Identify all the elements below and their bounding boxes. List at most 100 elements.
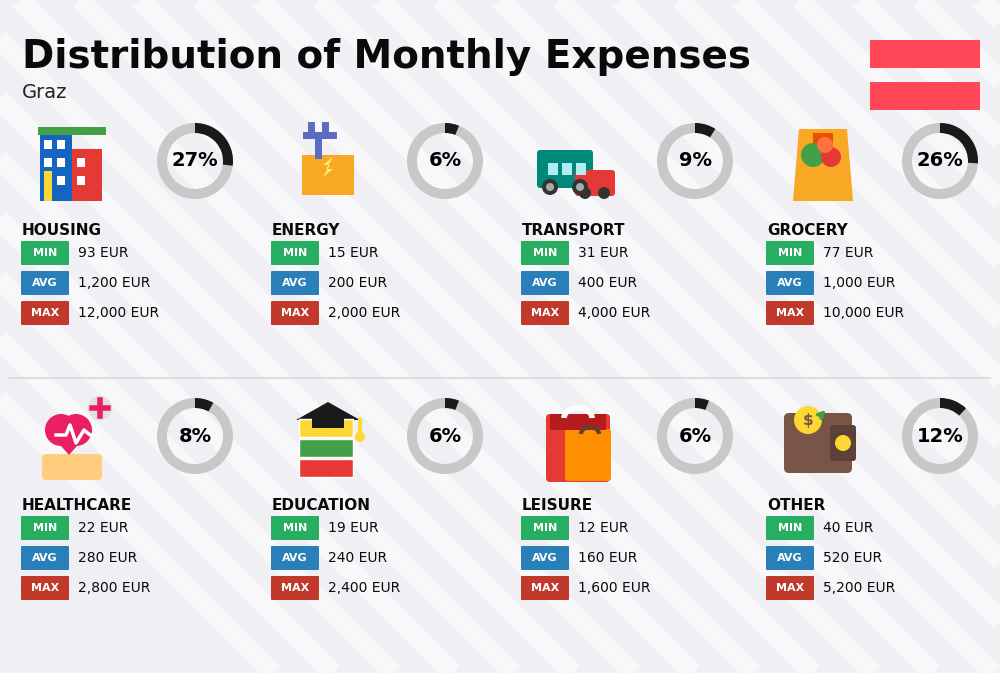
Wedge shape [902,123,978,199]
Circle shape [542,179,558,195]
Circle shape [835,435,851,451]
Text: MIN: MIN [533,523,557,533]
Text: AVG: AVG [777,278,803,288]
Text: MAX: MAX [531,308,559,318]
Text: 6%: 6% [428,427,462,446]
Text: 12 EUR: 12 EUR [578,521,629,535]
FancyBboxPatch shape [766,271,814,295]
Wedge shape [695,123,715,137]
Text: MIN: MIN [283,523,307,533]
Circle shape [579,187,591,199]
Circle shape [817,137,833,153]
Text: 40 EUR: 40 EUR [823,521,873,535]
Text: HOUSING: HOUSING [22,223,102,238]
Text: 12%: 12% [917,427,963,446]
FancyBboxPatch shape [299,439,353,457]
FancyBboxPatch shape [548,163,558,175]
Wedge shape [695,398,709,410]
Text: MIN: MIN [33,248,57,258]
Text: TRANSPORT: TRANSPORT [522,223,626,238]
Text: 2,000 EUR: 2,000 EUR [328,306,400,320]
Text: 77 EUR: 77 EUR [823,246,873,260]
FancyBboxPatch shape [784,413,852,473]
Wedge shape [940,123,978,164]
Text: HEALTHCARE: HEALTHCARE [22,498,132,513]
Wedge shape [657,398,733,474]
Text: 6%: 6% [678,427,712,446]
Text: MIN: MIN [33,523,57,533]
Text: MAX: MAX [776,308,804,318]
Wedge shape [157,123,233,199]
Circle shape [576,183,584,191]
FancyBboxPatch shape [312,414,344,428]
FancyBboxPatch shape [521,271,569,295]
FancyBboxPatch shape [21,516,69,540]
Text: 240 EUR: 240 EUR [328,551,387,565]
Text: 520 EUR: 520 EUR [823,551,882,565]
Wedge shape [195,398,213,411]
Text: 6%: 6% [428,151,462,170]
Text: 9%: 9% [678,151,712,170]
FancyBboxPatch shape [44,176,52,185]
FancyBboxPatch shape [40,133,72,201]
Text: LEISURE: LEISURE [522,498,593,513]
FancyBboxPatch shape [271,576,319,600]
Wedge shape [195,123,233,166]
Circle shape [572,179,588,195]
FancyBboxPatch shape [77,176,85,185]
FancyBboxPatch shape [77,158,85,167]
FancyBboxPatch shape [565,429,611,481]
FancyBboxPatch shape [57,176,65,185]
FancyBboxPatch shape [299,459,353,477]
FancyBboxPatch shape [44,140,52,149]
Circle shape [88,396,112,420]
Text: 93 EUR: 93 EUR [78,246,128,260]
FancyBboxPatch shape [766,576,814,600]
Text: 2,400 EUR: 2,400 EUR [328,581,400,595]
FancyBboxPatch shape [575,170,615,196]
Text: MIN: MIN [533,248,557,258]
FancyBboxPatch shape [830,425,856,461]
FancyBboxPatch shape [813,133,833,145]
Wedge shape [407,123,483,199]
Text: MAX: MAX [776,583,804,593]
FancyBboxPatch shape [576,163,586,175]
Circle shape [60,414,92,446]
Text: 280 EUR: 280 EUR [78,551,137,565]
Text: Graz: Graz [22,83,68,102]
FancyBboxPatch shape [521,516,569,540]
FancyBboxPatch shape [766,516,814,540]
FancyBboxPatch shape [521,301,569,325]
FancyBboxPatch shape [521,576,569,600]
Text: AVG: AVG [282,278,308,288]
FancyBboxPatch shape [57,158,65,167]
Text: 19 EUR: 19 EUR [328,521,379,535]
Wedge shape [157,398,233,474]
Circle shape [598,187,610,199]
FancyBboxPatch shape [271,546,319,570]
FancyBboxPatch shape [550,414,606,430]
FancyBboxPatch shape [21,546,69,570]
Text: AVG: AVG [32,553,58,563]
Circle shape [794,406,822,434]
FancyBboxPatch shape [766,241,814,265]
Text: AVG: AVG [777,553,803,563]
Text: 22 EUR: 22 EUR [78,521,128,535]
FancyBboxPatch shape [21,271,69,295]
Text: 5,200 EUR: 5,200 EUR [823,581,895,595]
FancyBboxPatch shape [546,414,610,482]
Wedge shape [657,123,733,199]
Text: 200 EUR: 200 EUR [328,276,387,290]
Text: 12,000 EUR: 12,000 EUR [78,306,159,320]
Text: MAX: MAX [31,308,59,318]
FancyBboxPatch shape [521,241,569,265]
Polygon shape [47,430,91,455]
FancyBboxPatch shape [44,171,52,201]
Text: 400 EUR: 400 EUR [578,276,637,290]
Text: 1,600 EUR: 1,600 EUR [578,581,650,595]
FancyBboxPatch shape [766,546,814,570]
FancyBboxPatch shape [21,301,69,325]
FancyBboxPatch shape [21,576,69,600]
Text: 160 EUR: 160 EUR [578,551,637,565]
Text: 31 EUR: 31 EUR [578,246,629,260]
